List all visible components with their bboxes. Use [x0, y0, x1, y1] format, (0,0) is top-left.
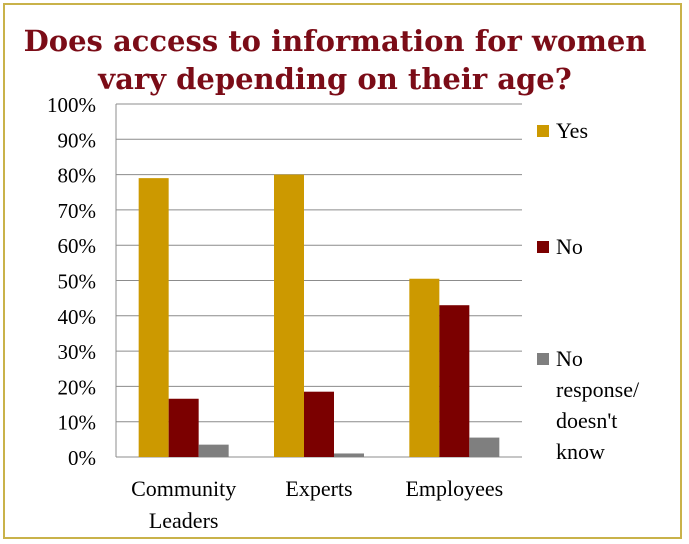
chart-title: Does access to information for women var… [0, 22, 670, 98]
y-tick-label: 40% [58, 305, 97, 329]
bar [274, 174, 304, 457]
bar [469, 437, 500, 457]
bar [138, 178, 169, 457]
x-tick-label: Experts [285, 476, 352, 501]
bar [409, 278, 440, 457]
y-tick-label: 60% [58, 234, 97, 258]
legend-label: No [556, 234, 583, 259]
legend-label: doesn't [556, 408, 617, 433]
legend-swatch [537, 353, 549, 365]
y-tick-label: 20% [58, 375, 97, 399]
y-tick-label: 70% [58, 199, 97, 223]
legend-label: response/ [556, 377, 640, 402]
legend-label: know [556, 439, 605, 464]
y-tick-label: 30% [58, 340, 97, 364]
bar [304, 391, 334, 457]
bar [439, 305, 470, 457]
y-tick-label: 100% [47, 93, 96, 117]
x-tick-label: Community [131, 476, 236, 501]
y-tick-label: 0% [68, 446, 96, 470]
bar [334, 453, 364, 457]
legend-label: No [556, 346, 583, 371]
title-line-2: vary depending on their age? [98, 62, 572, 96]
title-line-1: Does access to information for women [23, 24, 647, 58]
y-tick-label: 90% [58, 128, 97, 152]
legend-label: Yes [556, 118, 588, 143]
x-tick-label: Employees [405, 476, 503, 501]
bar [168, 398, 199, 457]
bar [198, 444, 229, 457]
legend-swatch [537, 241, 549, 253]
y-tick-label: 50% [58, 270, 97, 294]
x-tick-label: Leaders [149, 508, 219, 533]
y-tick-label: 10% [58, 411, 97, 435]
legend-swatch [537, 125, 549, 137]
y-tick-label: 80% [58, 164, 97, 188]
